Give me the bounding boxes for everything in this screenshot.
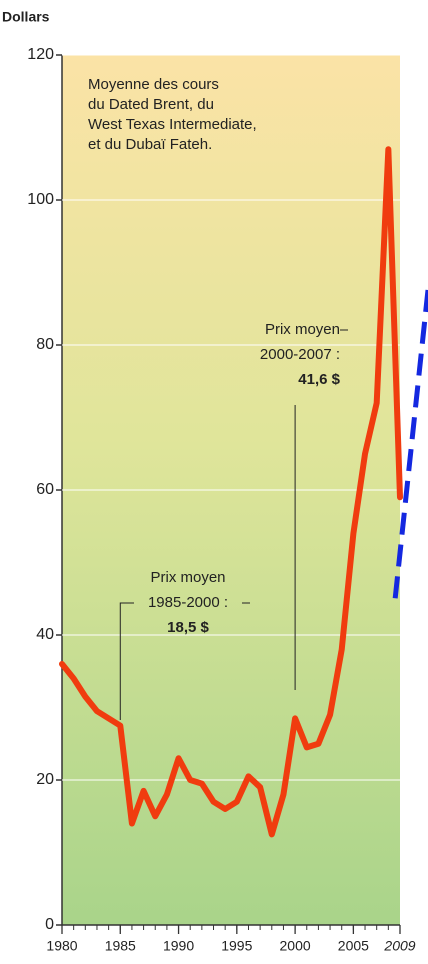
- dashed-overlay: [392, 289, 428, 601]
- annotation-line: Prix moyen: [150, 569, 225, 586]
- x-tick-label: 1995: [221, 938, 252, 954]
- annotation-line: 2000-2007 :: [260, 346, 340, 363]
- x-tick-label: 2005: [338, 938, 369, 954]
- annotation-line: 18,5 $: [167, 619, 209, 636]
- annotation-line: 41,6 $: [298, 371, 340, 388]
- note-line: du Dated Brent, du: [88, 96, 214, 113]
- y-tick-label: 80: [36, 336, 54, 353]
- x-tick-label: 2000: [280, 938, 311, 954]
- annotation-line: 1985-2000 :: [148, 594, 228, 611]
- x-tick-label: 1985: [105, 938, 136, 954]
- x-tick-label: 1980: [46, 938, 77, 954]
- y-tick-label: 0: [45, 916, 54, 933]
- y-tick-label: 100: [27, 191, 54, 208]
- note-line: et du Dubaï Fateh.: [88, 136, 212, 153]
- data-line: [59, 146, 403, 838]
- x-tick-label: 2009: [383, 938, 415, 954]
- y-tick-label: 40: [36, 626, 54, 643]
- y-tick-label: 120: [27, 46, 54, 63]
- note: Moyenne des cours du Dated Brent, du West …: [88, 76, 257, 153]
- y-tick-label: 20: [36, 771, 54, 788]
- leader-line: [119, 602, 134, 720]
- note-line: West Texas Intermediate,: [88, 116, 257, 133]
- y-axis-label: Dollars: [2, 9, 50, 25]
- x-tick-label: 1990: [163, 938, 194, 954]
- y-tick-label: 60: [36, 481, 54, 498]
- annotation-line: Prix moyen: [265, 321, 340, 338]
- note-line: Moyenne des cours: [88, 76, 219, 93]
